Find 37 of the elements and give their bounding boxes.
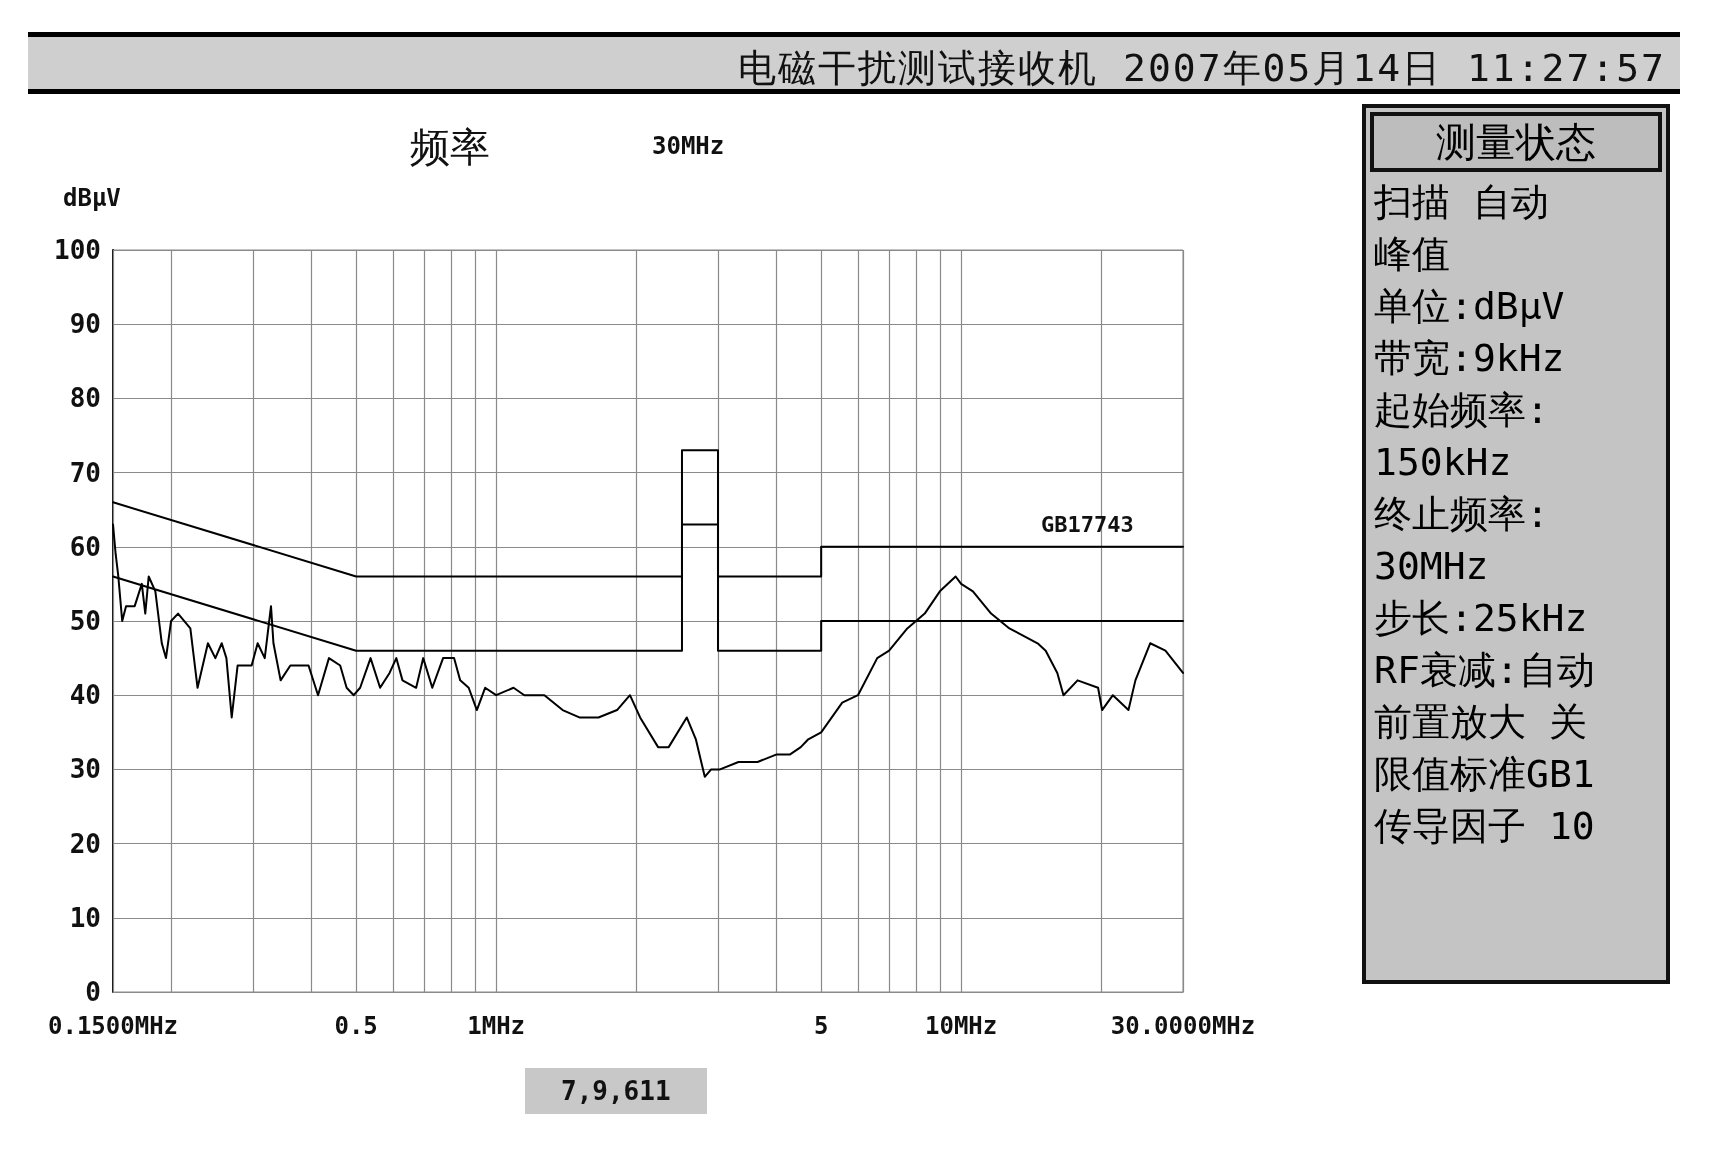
- y-tick-label: 60: [69, 531, 101, 562]
- text: 扫描 自动: [1373, 179, 1550, 226]
- y-tick-label: 90: [69, 309, 101, 340]
- text: 传导因子 10: [1373, 803, 1596, 850]
- text: 测量状态: [1370, 112, 1662, 172]
- y-tick-label: 30: [69, 754, 101, 785]
- text: RF衰减:自动: [1373, 647, 1596, 694]
- y-tick-label: 100: [54, 235, 101, 265]
- text: 单位:dBμV: [1373, 283, 1566, 330]
- text: 峰值: [1373, 231, 1451, 278]
- y-tick-label: 10: [69, 902, 101, 933]
- y-tick-label: 0: [85, 977, 101, 1007]
- text: 30MHz: [652, 132, 725, 160]
- text: 频率: [410, 123, 490, 172]
- x-tick-label: 30.0000MHz: [1110, 1012, 1256, 1040]
- y-axis-title: dBμV: [63, 184, 121, 212]
- y-tick-label: 70: [69, 457, 101, 488]
- series-label: GB17743: [1041, 512, 1134, 538]
- text: 7,9,611: [525, 1068, 707, 1114]
- text: 带宽:9kHz: [1373, 335, 1566, 382]
- text: 150kHz: [1373, 439, 1513, 486]
- x-tick-label: 1MHz: [467, 1012, 526, 1040]
- text: 终止频率:: [1373, 491, 1550, 538]
- y-tick-label: 50: [69, 606, 101, 636]
- text: 限值标准GB1: [1373, 751, 1596, 798]
- chart-title: 电磁干扰测试接收机 2007年05月14日 11:27:57: [738, 45, 1666, 92]
- x-tick-label: 5: [813, 1012, 829, 1040]
- y-tick-label: 80: [69, 383, 101, 414]
- x-tick-label: 0.1500MHz: [47, 1012, 179, 1040]
- y-tick-label: 40: [69, 680, 101, 711]
- y-tick-label: 20: [69, 828, 101, 859]
- text: 步长:25kHz: [1373, 595, 1589, 642]
- text: 起始频率:: [1373, 387, 1550, 434]
- text: 30MHz: [1373, 543, 1490, 590]
- text: 前置放大 关: [1373, 699, 1588, 746]
- x-tick-label: 0.5: [334, 1012, 378, 1040]
- x-tick-label: 10MHz: [925, 1012, 998, 1040]
